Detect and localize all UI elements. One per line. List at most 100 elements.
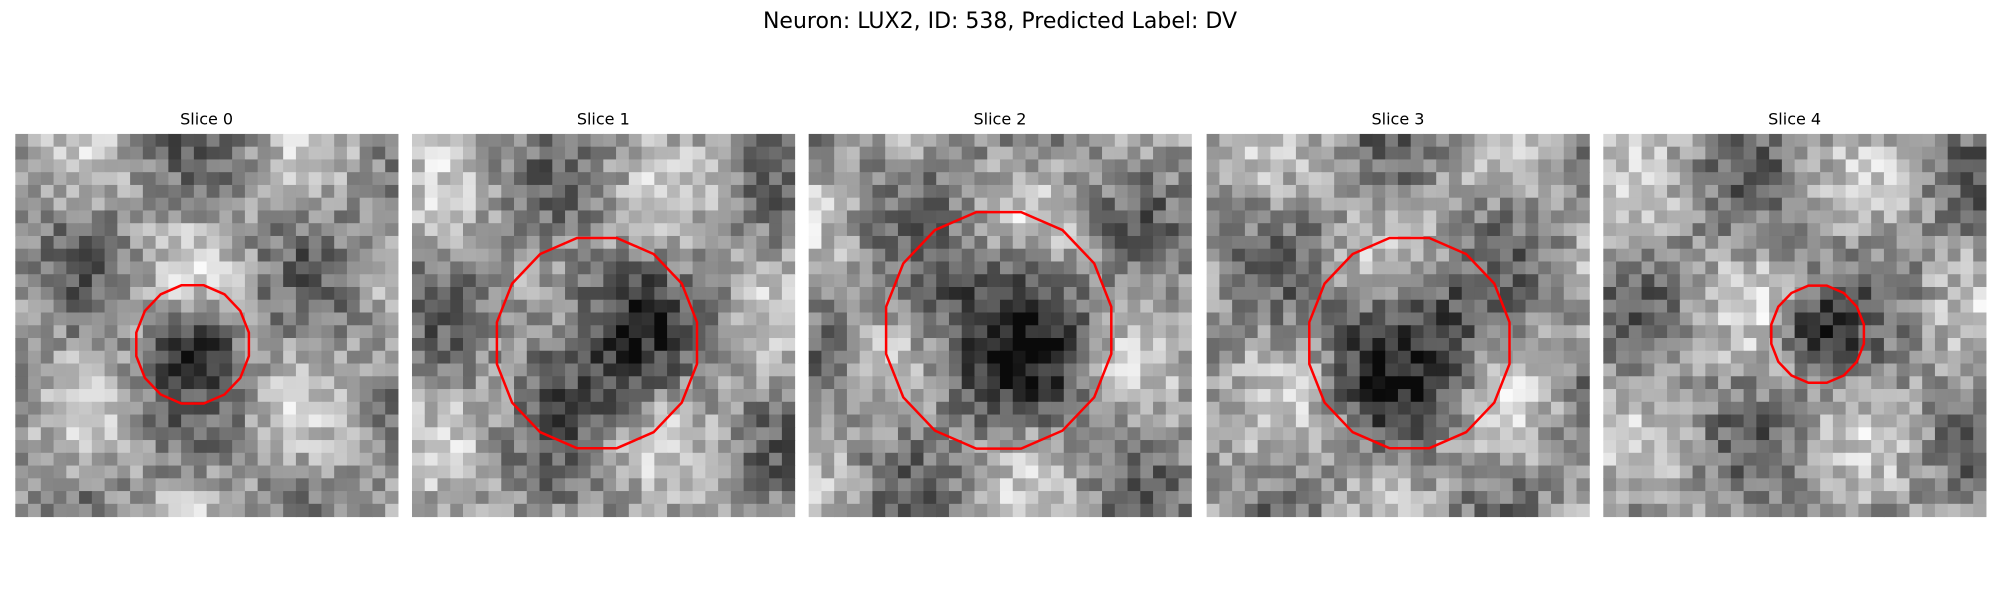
pixel: [821, 427, 835, 441]
pixel: [1667, 503, 1681, 518]
pixel: [475, 235, 490, 250]
pixel: [1871, 376, 1885, 390]
pixel: [1051, 389, 1065, 403]
pixel: [1436, 286, 1450, 301]
pixel: [936, 350, 950, 365]
pixel: [53, 133, 67, 148]
pixel: [437, 440, 451, 454]
pixel: [910, 312, 924, 326]
pixel: [1551, 274, 1565, 288]
pixel: [206, 427, 220, 441]
pixel: [539, 401, 553, 416]
pixel: [1295, 286, 1310, 301]
pixel: [1960, 261, 1974, 275]
pixel: [1730, 159, 1745, 173]
pixel: [283, 338, 297, 352]
pixel: [1385, 401, 1399, 416]
pixel: [1960, 478, 1974, 492]
pixel: [1346, 172, 1361, 186]
pixel: [641, 184, 655, 199]
pixel: [1973, 146, 1987, 160]
pixel: [679, 248, 694, 262]
pixel: [859, 197, 873, 211]
pixel: [117, 159, 131, 173]
pixel: [1089, 286, 1103, 301]
pixel: [53, 389, 67, 403]
pixel: [628, 248, 643, 262]
pixel: [1127, 325, 1141, 339]
pixel: [910, 159, 924, 173]
pixel: [1679, 350, 1694, 365]
pixel: [1756, 452, 1770, 467]
pixel: [1794, 210, 1808, 224]
pixel: [1934, 325, 1949, 339]
pixel: [679, 159, 694, 173]
pixel: [1743, 491, 1757, 505]
pixel: [1858, 376, 1872, 390]
pixel: [1705, 274, 1719, 288]
pixel: [821, 389, 835, 403]
pixel: [1487, 427, 1501, 441]
pixel: [577, 172, 592, 186]
pixel: [859, 312, 873, 326]
pixel: [1499, 146, 1514, 160]
pixel: [1973, 414, 1987, 428]
pixel: [641, 325, 655, 339]
pixel: [821, 491, 835, 505]
pixel: [142, 172, 157, 186]
pixel: [628, 286, 643, 301]
pixel: [1359, 338, 1373, 352]
pixel: [1308, 197, 1322, 211]
pixel: [885, 478, 899, 492]
pixel: [1127, 389, 1141, 403]
pixel: [1270, 440, 1284, 454]
pixel: [923, 478, 937, 492]
pixel: [1165, 478, 1180, 492]
pixel: [1308, 491, 1322, 505]
pixel: [1346, 465, 1361, 479]
pixel: [1551, 440, 1565, 454]
pixel: [168, 210, 182, 224]
pixel: [1781, 159, 1796, 173]
pixel: [1359, 465, 1373, 479]
pixel: [1423, 197, 1437, 211]
pixel: [321, 363, 335, 377]
pixel: [846, 325, 861, 339]
pixel: [283, 503, 297, 518]
pixel: [142, 414, 157, 428]
pixel: [1973, 350, 1987, 365]
pixel: [1334, 427, 1348, 441]
pixel: [142, 159, 157, 173]
pixel: [1576, 184, 1590, 199]
pixel: [1474, 452, 1488, 467]
pixel: [1730, 146, 1745, 160]
pixel: [730, 363, 745, 377]
pixel: [1871, 350, 1885, 365]
panel-title: Slice 4: [1768, 109, 1821, 128]
pixel: [450, 452, 464, 467]
pixel: [193, 286, 208, 301]
pixel: [1563, 414, 1578, 428]
pixel: [1153, 197, 1167, 211]
pixel: [1140, 401, 1154, 416]
pixel: [1321, 133, 1335, 148]
pixel: [1089, 133, 1103, 148]
pixel: [1270, 338, 1284, 352]
pixel: [1114, 478, 1129, 492]
pixel: [1334, 389, 1348, 403]
pixel: [206, 452, 220, 467]
pixel: [475, 338, 490, 352]
pixel: [1922, 338, 1936, 352]
pixel: [346, 452, 361, 467]
pixel: [1127, 338, 1141, 352]
pixel: [1794, 350, 1808, 365]
pixel: [1641, 235, 1655, 250]
pixel: [897, 159, 912, 173]
pixel: [1448, 440, 1463, 454]
pixel: [1436, 312, 1450, 326]
pixel: [1960, 223, 1974, 237]
pixel: [705, 223, 719, 237]
pixel: [1385, 325, 1399, 339]
pixel: [1628, 223, 1643, 237]
pixel: [1334, 491, 1348, 505]
